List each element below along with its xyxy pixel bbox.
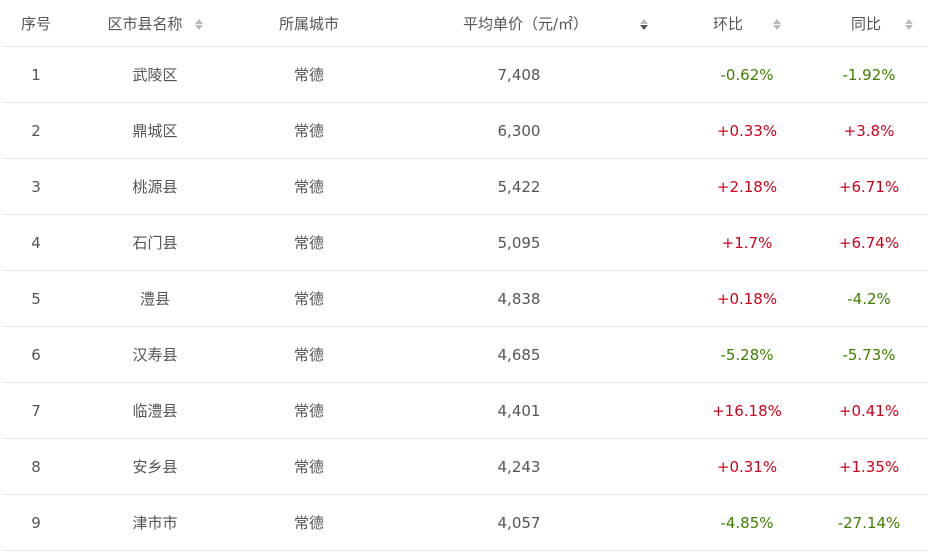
- district-name: 津市市: [70, 494, 240, 551]
- mom-change: +0.18%: [648, 270, 796, 327]
- avg-price: 7,408: [378, 46, 648, 103]
- sort-icon[interactable]: [194, 18, 203, 31]
- table-row: 4 石门县 常德 5,095 +1.7% +6.74%: [2, 214, 928, 271]
- sort-icon[interactable]: [773, 18, 781, 31]
- row-number: 7: [2, 382, 70, 439]
- avg-price: 4,685: [378, 326, 648, 383]
- district-name: 安乡县: [70, 438, 240, 495]
- yoy-change: +6.74%: [796, 214, 928, 271]
- city-name: 常德: [240, 102, 378, 159]
- yoy-change: -27.14%: [796, 494, 928, 551]
- avg-price: 4,057: [378, 494, 648, 551]
- yoy-change: -5.73%: [796, 326, 928, 383]
- avg-price: 6,300: [378, 102, 648, 159]
- header-yoy[interactable]: 同比: [796, 0, 928, 47]
- yoy-change: +3.8%: [796, 102, 928, 159]
- row-number: 6: [2, 326, 70, 383]
- row-number: 9: [2, 494, 70, 551]
- avg-price: 4,838: [378, 270, 648, 327]
- district-name: 鼎城区: [70, 102, 240, 159]
- avg-price: 5,095: [378, 214, 648, 271]
- avg-price: 4,401: [378, 382, 648, 439]
- table-row: 5 澧县 常德 4,838 +0.18% -4.2%: [2, 270, 928, 327]
- city-name: 常德: [240, 326, 378, 383]
- header-district[interactable]: 区市县名称: [70, 0, 240, 47]
- row-number: 8: [2, 438, 70, 495]
- avg-price: 5,422: [378, 158, 648, 215]
- yoy-change: -4.2%: [796, 270, 928, 327]
- mom-change: +1.7%: [648, 214, 796, 271]
- district-name: 桃源县: [70, 158, 240, 215]
- city-name: 常德: [240, 270, 378, 327]
- district-name: 石门县: [70, 214, 240, 271]
- yoy-change: +1.35%: [796, 438, 928, 495]
- header-price[interactable]: 平均单价（元/㎡）: [378, 0, 648, 47]
- mom-change: -4.85%: [648, 494, 796, 551]
- table-header: 序号 区市县名称 所属城市 平均单价（元/㎡） 环比 同比: [2, 0, 928, 47]
- district-name: 武陵区: [70, 46, 240, 103]
- city-name: 常德: [240, 214, 378, 271]
- mom-change: -0.62%: [648, 46, 796, 103]
- city-name: 常德: [240, 382, 378, 439]
- header-city: 所属城市: [240, 0, 378, 47]
- sort-icon[interactable]: [905, 18, 913, 31]
- city-name: 常德: [240, 46, 378, 103]
- row-number: 5: [2, 270, 70, 327]
- row-number: 4: [2, 214, 70, 271]
- mom-change: +0.33%: [648, 102, 796, 159]
- yoy-change: -1.92%: [796, 46, 928, 103]
- table-row: 7 临澧县 常德 4,401 +16.18% +0.41%: [2, 382, 928, 439]
- header-no: 序号: [2, 0, 70, 47]
- table-row: 6 汉寿县 常德 4,685 -5.28% -5.73%: [2, 326, 928, 383]
- table-row: 1 武陵区 常德 7,408 -0.62% -1.92%: [2, 46, 928, 103]
- table-row: 8 安乡县 常德 4,243 +0.31% +1.35%: [2, 438, 928, 495]
- mom-change: +16.18%: [648, 382, 796, 439]
- table-row: 9 津市市 常德 4,057 -4.85% -27.14%: [2, 494, 928, 551]
- yoy-change: +6.71%: [796, 158, 928, 215]
- city-name: 常德: [240, 494, 378, 551]
- row-number: 1: [2, 46, 70, 103]
- district-name: 临澧县: [70, 382, 240, 439]
- yoy-change: +0.41%: [796, 382, 928, 439]
- sort-desc-icon[interactable]: [640, 18, 648, 31]
- district-name: 汉寿县: [70, 326, 240, 383]
- mom-change: +2.18%: [648, 158, 796, 215]
- mom-change: -5.28%: [648, 326, 796, 383]
- table-row: 2 鼎城区 常德 6,300 +0.33% +3.8%: [2, 102, 928, 159]
- table-row: 3 桃源县 常德 5,422 +2.18% +6.71%: [2, 158, 928, 215]
- city-name: 常德: [240, 438, 378, 495]
- city-name: 常德: [240, 158, 378, 215]
- row-number: 3: [2, 158, 70, 215]
- row-number: 2: [2, 102, 70, 159]
- header-mom[interactable]: 环比: [648, 0, 796, 47]
- avg-price: 4,243: [378, 438, 648, 495]
- mom-change: +0.31%: [648, 438, 796, 495]
- district-name: 澧县: [70, 270, 240, 327]
